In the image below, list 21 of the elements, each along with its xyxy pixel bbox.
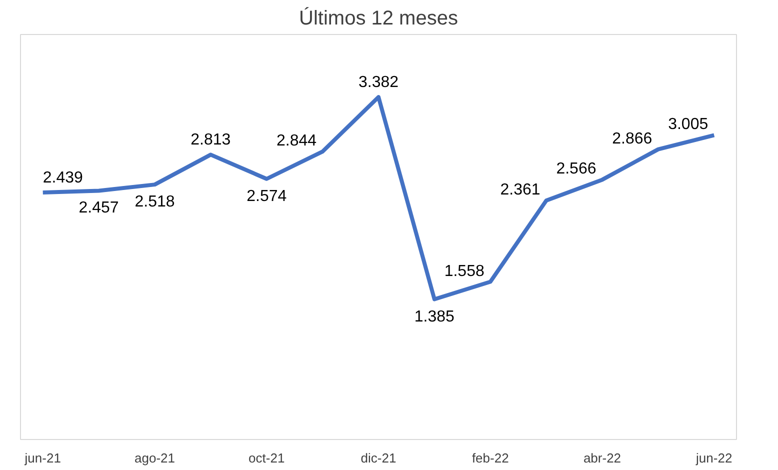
chart-title: Últimos 12 meses xyxy=(299,6,458,30)
data-label: 3.005 xyxy=(668,116,708,134)
data-label: 2.574 xyxy=(246,188,287,205)
x-tick-label: feb-22 xyxy=(472,450,509,466)
x-tick-label: jun-22 xyxy=(695,450,732,466)
data-label: 2.361 xyxy=(500,181,540,198)
data-label: 2.457 xyxy=(78,200,119,217)
data-label: 3.382 xyxy=(358,74,399,92)
x-tick-label: dic-21 xyxy=(360,450,396,466)
data-label: 1.558 xyxy=(444,262,484,280)
x-tick-label: oct-21 xyxy=(248,450,285,466)
data-label: 2.566 xyxy=(556,160,596,178)
data-label: 2.813 xyxy=(190,132,231,149)
data-label: 2.866 xyxy=(612,130,652,148)
x-tick-label: abr-22 xyxy=(583,450,622,466)
data-label: 2.439 xyxy=(42,170,84,187)
data-label: 1.385 xyxy=(414,308,455,326)
x-tick-label: ago-21 xyxy=(134,450,175,466)
x-tick-label: jun-21 xyxy=(24,450,61,466)
data-label: 2.844 xyxy=(276,132,317,150)
data-label: 2.518 xyxy=(134,194,175,211)
